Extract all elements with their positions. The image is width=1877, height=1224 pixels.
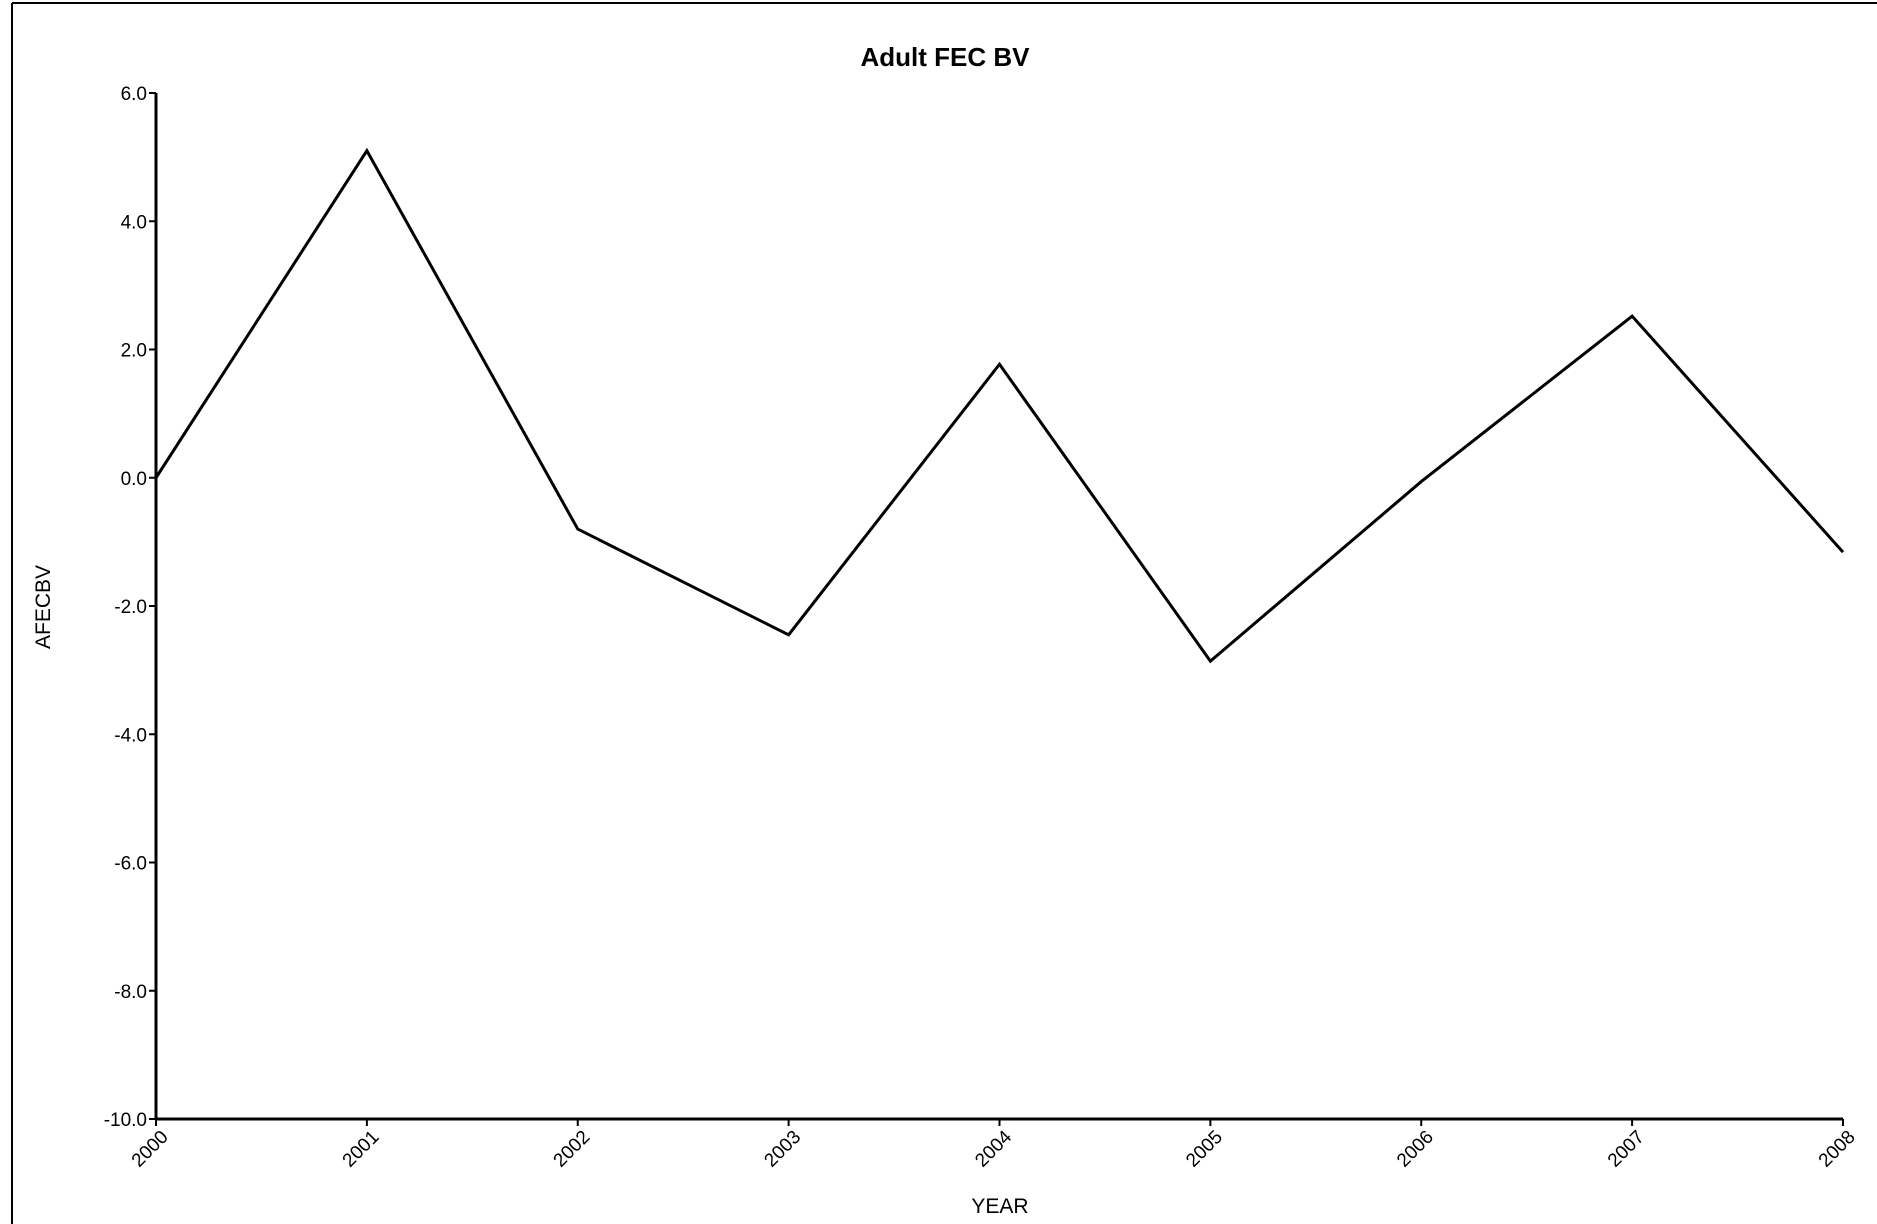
y-tick-label: -6.0: [114, 854, 147, 875]
x-tick-label: 2007: [1604, 1127, 1649, 1172]
y-tick-label: -10.0: [104, 1110, 147, 1131]
y-tick-label: 2.0: [121, 341, 147, 362]
x-axis-label: YEAR: [971, 1195, 1028, 1218]
x-tick-label: 2001: [339, 1127, 384, 1172]
x-tick-label: 2002: [550, 1127, 595, 1172]
x-tick-label: 2005: [1182, 1127, 1227, 1172]
x-tick-label: 2008: [1815, 1127, 1860, 1172]
y-axis-label: AFECBV: [32, 565, 55, 649]
x-tick-label: 2003: [760, 1127, 805, 1172]
y-tick-label: 4.0: [121, 212, 147, 233]
x-tick-label: 2004: [971, 1126, 1016, 1171]
y-tick-label: -4.0: [114, 725, 147, 746]
y-tick-label: -2.0: [114, 597, 147, 618]
x-tick-label: 2000: [128, 1127, 173, 1172]
y-tick-label: -8.0: [114, 982, 147, 1003]
y-tick-label: 0.0: [121, 469, 147, 490]
x-tick-label: 2006: [1393, 1127, 1438, 1172]
chart-title: Adult FEC BV: [861, 42, 1031, 72]
y-tick-label: 6.0: [121, 84, 147, 105]
data-line: [154, 147, 1845, 664]
